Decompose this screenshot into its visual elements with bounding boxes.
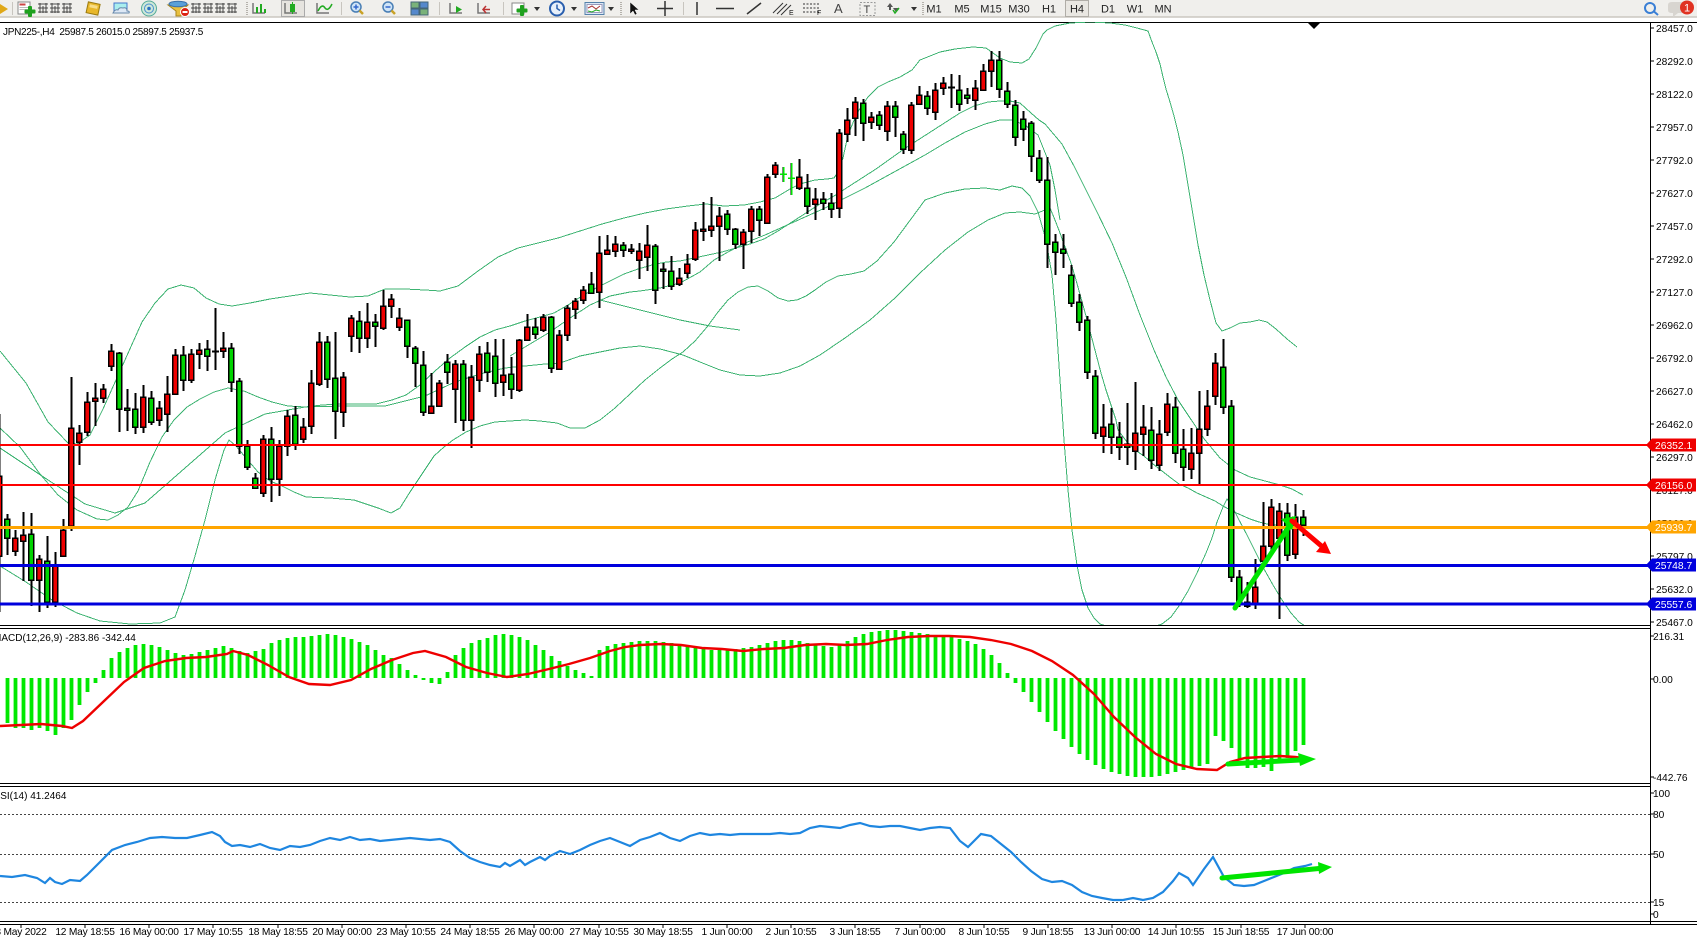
svg-text:27627.0: 27627.0 [1656, 189, 1693, 200]
svg-text:M1: M1 [926, 4, 941, 16]
svg-text:8 Jun 10:55: 8 Jun 10:55 [958, 927, 1010, 938]
svg-text:26627.0: 26627.0 [1656, 387, 1693, 398]
svg-text:27457.0: 27457.0 [1656, 222, 1693, 233]
svg-text:25797.0: 25797.0 [1656, 552, 1693, 563]
svg-text:26462.0: 26462.0 [1656, 420, 1693, 431]
svg-text:100: 100 [1653, 789, 1670, 800]
svg-text:20 May 00:00: 20 May 00:00 [312, 927, 372, 938]
svg-text:16 May 00:00: 16 May 00:00 [119, 927, 179, 938]
svg-text:26297.0: 26297.0 [1656, 453, 1693, 464]
svg-text:MACD(12,26,9) -283.86 -342.44: MACD(12,26,9) -283.86 -342.44 [0, 633, 136, 644]
svg-text:F: F [817, 10, 821, 17]
svg-text:80: 80 [1653, 810, 1665, 821]
svg-text:27292.0: 27292.0 [1656, 255, 1693, 266]
svg-text:H1: H1 [1042, 4, 1056, 16]
svg-text:25748.7: 25748.7 [1655, 561, 1692, 572]
svg-text:7 Jun 00:00: 7 Jun 00:00 [894, 927, 946, 938]
svg-text:28122.0: 28122.0 [1656, 90, 1693, 101]
svg-text:25939.7: 25939.7 [1655, 523, 1692, 534]
svg-text:E: E [789, 10, 794, 17]
svg-text:JPN225-,H4 25987.5 26015.0 25: JPN225-,H4 25987.5 26015.0 25897.5 25937… [3, 27, 204, 38]
svg-text:26156.0: 26156.0 [1655, 481, 1692, 492]
svg-text:12 May 18:55: 12 May 18:55 [55, 927, 115, 938]
svg-text:28457.0: 28457.0 [1656, 24, 1693, 35]
svg-text:26352.1: 26352.1 [1655, 441, 1692, 452]
svg-text:25467.0: 25467.0 [1656, 618, 1693, 629]
svg-text:T: T [864, 4, 871, 16]
svg-text:0: 0 [1653, 910, 1659, 921]
svg-text:17 Jun 00:00: 17 Jun 00:00 [1277, 927, 1334, 938]
svg-text:9 Jun 18:55: 9 Jun 18:55 [1022, 927, 1074, 938]
svg-text:25632.0: 25632.0 [1656, 585, 1693, 596]
svg-text:M15: M15 [980, 4, 1001, 16]
svg-text:27127.0: 27127.0 [1656, 288, 1693, 299]
svg-text:27 May 10:55: 27 May 10:55 [569, 927, 629, 938]
svg-text:216.31: 216.31 [1653, 632, 1684, 643]
svg-text:H4: H4 [1070, 4, 1084, 16]
svg-text:27792.0: 27792.0 [1656, 156, 1693, 167]
svg-text:50: 50 [1653, 850, 1665, 861]
svg-text:3 Jun 18:55: 3 Jun 18:55 [829, 927, 881, 938]
svg-text:25557.6: 25557.6 [1655, 600, 1692, 611]
svg-text:26792.0: 26792.0 [1656, 354, 1693, 365]
svg-text:RSI(14) 41.2464: RSI(14) 41.2464 [0, 791, 67, 802]
svg-text:0.00: 0.00 [1653, 675, 1673, 686]
svg-text:24 May 18:55: 24 May 18:55 [440, 927, 500, 938]
svg-text:18 May 18:55: 18 May 18:55 [248, 927, 308, 938]
svg-text:A: A [834, 1, 843, 16]
svg-text:17 May 10:55: 17 May 10:55 [183, 927, 243, 938]
svg-text:26962.0: 26962.0 [1656, 321, 1693, 332]
svg-text:26 May 00:00: 26 May 00:00 [504, 927, 564, 938]
svg-text:15: 15 [1653, 898, 1665, 909]
svg-text:23 May 10:55: 23 May 10:55 [376, 927, 436, 938]
svg-text:1: 1 [1684, 3, 1690, 15]
svg-text:D1: D1 [1101, 4, 1115, 16]
svg-text:30 May 18:55: 30 May 18:55 [633, 927, 693, 938]
svg-text:M30: M30 [1008, 4, 1029, 16]
svg-text:2 Jun 10:55: 2 Jun 10:55 [765, 927, 817, 938]
svg-text:13 Jun 00:00: 13 Jun 00:00 [1084, 927, 1141, 938]
svg-text:W1: W1 [1127, 4, 1144, 16]
svg-text:M5: M5 [954, 4, 969, 16]
svg-text:15 Jun 18:55: 15 Jun 18:55 [1213, 927, 1270, 938]
svg-text:27957.0: 27957.0 [1656, 123, 1693, 134]
svg-text:8 May 2022: 8 May 2022 [0, 927, 47, 938]
svg-text:-442.76: -442.76 [1653, 773, 1688, 784]
svg-text:14 Jun 10:55: 14 Jun 10:55 [1148, 927, 1205, 938]
svg-text:28292.0: 28292.0 [1656, 57, 1693, 68]
svg-text:MN: MN [1154, 4, 1171, 16]
svg-text:1 Jun 00:00: 1 Jun 00:00 [701, 927, 753, 938]
